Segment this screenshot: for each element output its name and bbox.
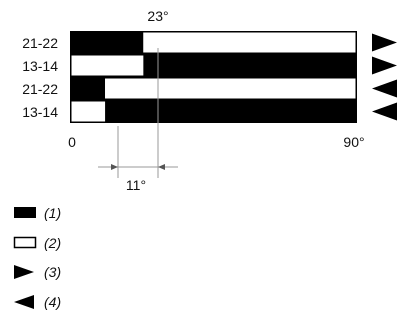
row-3-left-segment bbox=[70, 77, 106, 100]
axis-end-label: 90° bbox=[343, 134, 364, 150]
row-3-right-segment bbox=[105, 77, 357, 100]
axis-start-label: 0 bbox=[68, 134, 76, 150]
row-3-left-arrow-icon bbox=[372, 79, 397, 98]
legend-white-bar-icon bbox=[13, 236, 37, 249]
row-4-label: 13-14 bbox=[22, 104, 58, 120]
dimension-arrow-left-icon bbox=[111, 164, 118, 170]
rows-group: 21-22 13-14 21-22 13-14 bbox=[22, 31, 397, 123]
row-2-right-arrow-icon bbox=[372, 56, 397, 75]
row-2-left-segment bbox=[70, 54, 144, 77]
row-1-left-segment bbox=[70, 31, 144, 54]
row-4-left-segment bbox=[70, 100, 106, 123]
row-1-right-arrow-icon bbox=[372, 33, 397, 52]
legend-left-arrow-icon bbox=[14, 295, 34, 309]
row-3-frame bbox=[70, 77, 357, 100]
legend-label-1: (1) bbox=[44, 205, 61, 221]
legend-black-bar-icon bbox=[14, 207, 36, 218]
row-4-frame bbox=[70, 100, 357, 123]
legend-right-arrow-icon bbox=[14, 265, 34, 279]
legend-label-4: (4) bbox=[44, 294, 61, 310]
angle-top-label: 23° bbox=[147, 8, 168, 24]
row-2-frame bbox=[70, 54, 357, 77]
angle-bottom-label: 11° bbox=[126, 177, 146, 193]
row-4-left-arrow-icon bbox=[372, 102, 397, 121]
legend: (1) (2) (3) (4) bbox=[13, 205, 61, 310]
row-2-right-segment bbox=[143, 54, 357, 77]
dimension-arrow-right-icon bbox=[158, 164, 165, 170]
row-3-label: 21-22 bbox=[22, 81, 58, 97]
row-4-right-segment bbox=[105, 100, 357, 123]
legend-label-3: (3) bbox=[44, 264, 61, 280]
row-1-right-segment bbox=[143, 31, 357, 54]
row-1-label: 21-22 bbox=[22, 35, 58, 51]
row-2-label: 13-14 bbox=[22, 58, 58, 74]
legend-label-2: (2) bbox=[44, 235, 61, 251]
row-1-frame bbox=[70, 31, 357, 54]
